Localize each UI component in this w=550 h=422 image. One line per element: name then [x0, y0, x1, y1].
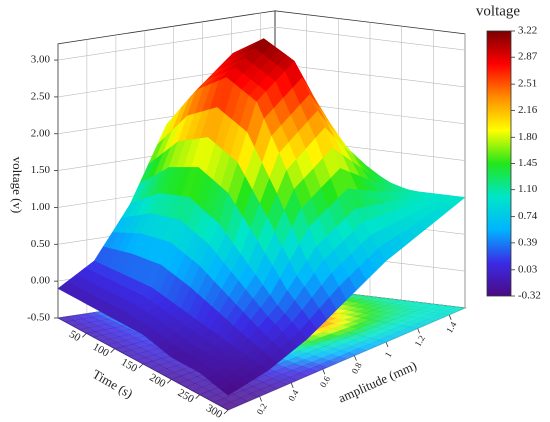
- y-tick-label: 0.4: [286, 388, 301, 403]
- colorbar-tick-label: 0.74: [518, 210, 538, 222]
- z-tick-label: 2.50: [31, 90, 51, 102]
- x-tick: [82, 333, 87, 338]
- colorbar-tick-label: 1.45: [518, 157, 538, 169]
- colorbar-tick-label: 1.10: [518, 183, 538, 195]
- y-tick-label: 0.6: [318, 374, 333, 389]
- y-tick: [448, 314, 452, 320]
- z-tick-label: 0.50: [31, 238, 51, 250]
- y-tick: [259, 396, 262, 402]
- y-tick-label: 1.2: [413, 334, 427, 349]
- colorbar-gradient: [486, 30, 512, 297]
- colorbar: -0.32 0.03 0.39 0.74 1.10 1.45 1.80 2.16 2.51 2.8…: [486, 25, 541, 302]
- z-tick-label: 1.50: [31, 164, 51, 176]
- colorbar-tick-label: -0.32: [518, 290, 541, 302]
- z-tick-label: -0.50: [27, 312, 50, 324]
- colorbar-tick-label: 2.87: [518, 51, 538, 63]
- y-tick: [385, 341, 389, 348]
- x-tick: [138, 363, 144, 369]
- z-tick-label: 0.00: [31, 275, 51, 287]
- surface-patch: [220, 383, 239, 396]
- x-tick: [167, 379, 172, 384]
- colorbar-tick-label: 2.51: [518, 78, 537, 90]
- colorbar-tick-label: 0.39: [518, 236, 538, 248]
- colorbar-tick-label: 0.03: [518, 263, 538, 275]
- z-tick-label: 2.00: [31, 127, 51, 139]
- y-tick-label: 1: [383, 350, 394, 359]
- x-tick: [195, 394, 200, 399]
- y-tick: [290, 382, 294, 388]
- y-tick: [417, 328, 420, 334]
- y-tick: [322, 369, 326, 375]
- z-tick-label: 3.00: [31, 54, 51, 66]
- floor-contour: [220, 401, 239, 411]
- colorbar-tick-label: 2.16: [518, 104, 538, 116]
- surface: [57, 38, 466, 396]
- y-tick-label: 1.4: [444, 320, 459, 335]
- y-axis-label: amplitude (mm): [336, 358, 419, 406]
- y-tick-label: 0.8: [349, 360, 364, 375]
- y-tick-label: 0.2: [255, 402, 269, 417]
- y-tick: [354, 355, 357, 361]
- z-axis-label: voltage (v): [10, 157, 25, 214]
- colorbar-tick-label: 3.22: [518, 25, 537, 37]
- colorbar-tick-label: 1.80: [518, 131, 538, 143]
- z-tick-label: 1.00: [31, 201, 51, 213]
- x-tick: [223, 409, 229, 415]
- x-tick: [110, 348, 115, 353]
- colorbar-title: voltage: [476, 3, 520, 19]
